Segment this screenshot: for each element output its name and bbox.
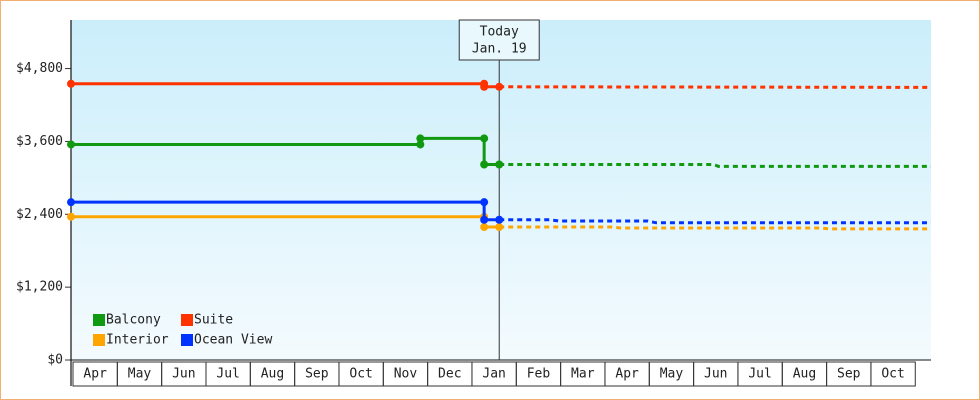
x-tick-label: Jul bbox=[216, 367, 239, 382]
x-tick-label: May bbox=[128, 367, 152, 382]
price-point bbox=[495, 160, 504, 169]
forecast-line bbox=[499, 218, 931, 225]
plot-area bbox=[71, 20, 931, 360]
legend-swatch bbox=[93, 334, 105, 346]
price-point bbox=[495, 215, 504, 224]
legend-label: Suite bbox=[194, 313, 233, 328]
price-point bbox=[480, 223, 489, 232]
price-point bbox=[495, 223, 504, 232]
legend-swatch bbox=[93, 314, 105, 326]
today-box bbox=[458, 19, 540, 61]
price-point bbox=[67, 212, 75, 221]
price-point bbox=[67, 79, 75, 88]
today-label: Today bbox=[480, 25, 519, 40]
x-tick-cell bbox=[870, 361, 916, 387]
x-tick-label: Jul bbox=[748, 367, 771, 382]
price-point bbox=[480, 160, 489, 169]
x-tick-label: Apr bbox=[83, 367, 107, 382]
x-tick-label: Jun bbox=[704, 367, 727, 382]
legend-label: Balcony bbox=[106, 313, 161, 328]
y-tick-label: $1,200 bbox=[16, 280, 63, 295]
forecast-line bbox=[499, 225, 931, 231]
price-point bbox=[480, 82, 489, 91]
x-tick-label: Sep bbox=[837, 367, 861, 382]
x-tick-label: Sep bbox=[305, 367, 329, 382]
x-tick-label: Mar bbox=[571, 367, 595, 382]
x-tick-label: Oct bbox=[349, 367, 372, 382]
x-tick-label: Aug bbox=[793, 367, 816, 382]
y-tick-label: $0 bbox=[47, 353, 63, 368]
price-point bbox=[480, 198, 489, 207]
price-line bbox=[71, 200, 500, 222]
legend-swatch bbox=[181, 314, 193, 326]
price-point bbox=[67, 140, 75, 149]
x-tick-label: Jun bbox=[172, 367, 195, 382]
today-label: Jan. 19 bbox=[472, 42, 527, 57]
price-point bbox=[416, 140, 425, 149]
x-tick-label: Feb bbox=[527, 367, 551, 382]
legend-label: Interior bbox=[106, 333, 169, 348]
x-tick-label: Dec bbox=[438, 367, 461, 382]
price-point bbox=[495, 82, 504, 91]
price-point bbox=[480, 215, 489, 224]
legend-label: Ocean View bbox=[194, 333, 272, 348]
x-tick-label: Aug bbox=[261, 367, 284, 382]
x-tick-label: May bbox=[660, 367, 684, 382]
price-point bbox=[67, 198, 75, 207]
x-tick-label: Apr bbox=[615, 367, 639, 382]
x-tick-label: Nov bbox=[394, 367, 418, 382]
x-tick-label: Jan bbox=[482, 367, 505, 382]
forecast-line bbox=[499, 163, 931, 168]
legend-swatch bbox=[181, 334, 193, 346]
y-tick-label: $2,400 bbox=[16, 207, 63, 222]
y-tick-label: $4,800 bbox=[16, 61, 63, 76]
y-tick-label: $3,600 bbox=[16, 134, 63, 149]
price-point bbox=[480, 134, 489, 143]
price-point bbox=[416, 134, 425, 143]
x-tick-label: Oct bbox=[881, 367, 904, 382]
